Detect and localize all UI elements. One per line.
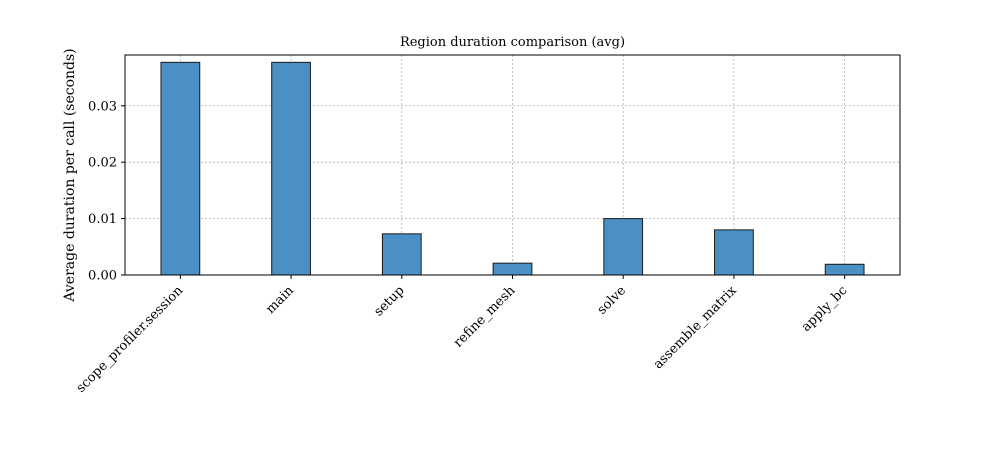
chart-title: Region duration comparison (avg) (400, 35, 625, 50)
bar-main (271, 61, 311, 276)
grid-lines (125, 55, 900, 275)
bar-refine_mesh (492, 262, 533, 276)
x-tick-label: scope_profiler.session (74, 283, 187, 396)
bar-solve (603, 218, 644, 276)
y-axis-label: Average duration per call (seconds) (62, 48, 78, 302)
x-tick-label: refine_mesh (451, 283, 519, 351)
x-tick-label: assemble_matrix (651, 283, 740, 372)
bar-setup (381, 233, 422, 276)
x-tick-label: setup (371, 283, 407, 319)
x-tick-label: main (263, 283, 297, 317)
y-tick-label: 0.01 (88, 212, 117, 227)
bar-assemble_matrix (714, 229, 754, 276)
bar-scope_profiler.session (160, 61, 201, 276)
y-tick-label: 0.03 (88, 99, 117, 114)
bar-apply_bc (824, 263, 865, 276)
bars (160, 61, 865, 276)
y-tick-label: 0.00 (88, 269, 117, 284)
x-tick-label: apply_bc (799, 283, 851, 335)
x-tick-label: solve (595, 283, 630, 318)
y-tick-label: 0.02 (88, 156, 117, 171)
